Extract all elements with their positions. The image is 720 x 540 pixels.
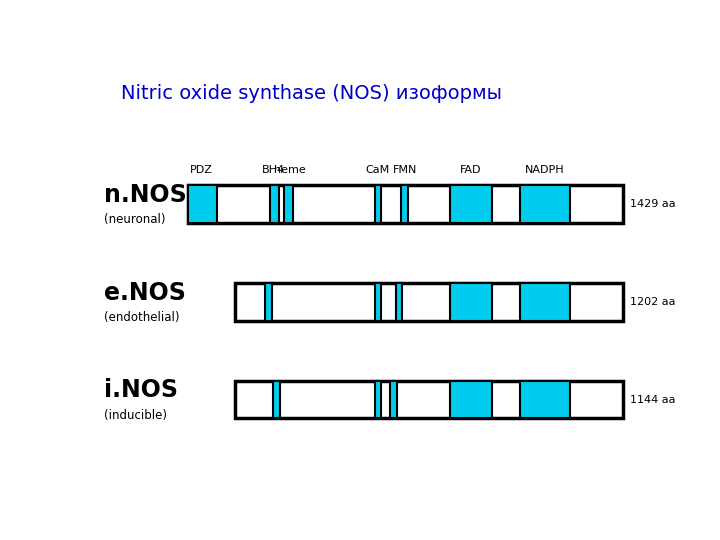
Bar xyxy=(235,283,623,321)
Text: NADPH: NADPH xyxy=(525,165,564,175)
Bar xyxy=(235,381,623,418)
Bar xyxy=(390,381,397,418)
Bar xyxy=(188,185,623,223)
Text: FAD: FAD xyxy=(460,165,481,175)
Bar xyxy=(450,283,492,321)
Bar xyxy=(396,283,402,321)
Text: i.NOS: i.NOS xyxy=(104,379,178,402)
Bar xyxy=(374,381,382,418)
Bar xyxy=(520,381,570,418)
Bar xyxy=(188,185,217,223)
Bar xyxy=(374,185,382,223)
Bar xyxy=(450,381,492,418)
Text: (inducible): (inducible) xyxy=(104,409,167,422)
Bar xyxy=(273,381,280,418)
Text: 1202 aa: 1202 aa xyxy=(629,297,675,307)
Text: (endothelial): (endothelial) xyxy=(104,311,179,324)
Bar xyxy=(520,185,570,223)
Text: 1144 aa: 1144 aa xyxy=(629,395,675,404)
Text: FMN: FMN xyxy=(392,165,417,175)
Text: (neuronal): (neuronal) xyxy=(104,213,166,226)
Bar xyxy=(401,185,408,223)
Bar xyxy=(284,185,293,223)
Text: n.NOS: n.NOS xyxy=(104,183,186,207)
Text: heme: heme xyxy=(274,165,305,175)
Text: 1429 aa: 1429 aa xyxy=(629,199,675,209)
Text: BH4: BH4 xyxy=(261,165,284,175)
Bar xyxy=(450,185,492,223)
Bar xyxy=(374,283,382,321)
Bar xyxy=(520,283,570,321)
Text: CaM: CaM xyxy=(366,165,390,175)
Text: e.NOS: e.NOS xyxy=(104,281,186,305)
Text: Nitric oxide synthase (NOS) изоформы: Nitric oxide synthase (NOS) изоформы xyxy=(121,84,502,103)
Bar xyxy=(270,185,279,223)
Text: PDZ: PDZ xyxy=(190,165,213,175)
Bar xyxy=(265,283,272,321)
